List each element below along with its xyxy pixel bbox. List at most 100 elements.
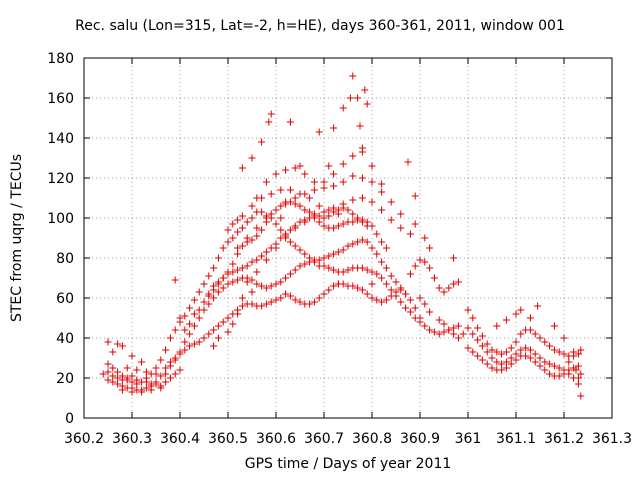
data-point <box>378 180 386 188</box>
data-point <box>349 240 357 248</box>
data-point <box>267 282 275 290</box>
x-tick-label: 361 <box>455 431 482 447</box>
data-point <box>363 222 371 230</box>
data-point <box>445 326 453 334</box>
data-point <box>397 298 405 306</box>
data-point <box>541 366 549 374</box>
data-point <box>315 294 323 302</box>
data-point <box>469 348 477 356</box>
data-point <box>330 124 338 132</box>
data-point <box>157 372 165 380</box>
data-point <box>464 324 472 332</box>
data-point <box>277 294 285 302</box>
x-tick-label: 360.9 <box>400 431 440 447</box>
data-point <box>162 370 170 378</box>
data-point <box>354 238 362 246</box>
data-point <box>534 302 542 310</box>
data-point <box>373 296 381 304</box>
data-point <box>483 360 491 368</box>
data-point <box>507 344 515 352</box>
data-point <box>296 190 304 198</box>
data-point <box>378 206 386 214</box>
data-point <box>291 266 299 274</box>
data-point <box>536 362 544 370</box>
data-point <box>262 248 270 256</box>
data-point <box>301 218 309 226</box>
data-point <box>157 384 165 392</box>
data-point <box>334 222 342 230</box>
data-point <box>550 346 558 354</box>
data-point <box>219 318 227 326</box>
data-point <box>229 320 237 328</box>
data-point <box>404 158 412 166</box>
data-point <box>238 164 246 172</box>
data-point <box>195 338 203 346</box>
data-point <box>109 348 117 356</box>
data-point <box>397 224 405 232</box>
data-point <box>325 206 333 214</box>
data-point <box>291 200 299 208</box>
data-point <box>224 314 232 322</box>
data-point <box>546 360 554 368</box>
y-tick-label: 120 <box>47 171 74 187</box>
data-point <box>488 364 496 372</box>
data-point <box>152 380 160 388</box>
data-point <box>344 266 352 274</box>
data-point <box>238 212 246 220</box>
data-point <box>248 154 256 162</box>
grid-lines <box>84 58 612 418</box>
data-point <box>474 324 482 332</box>
data-point <box>512 350 520 358</box>
data-point <box>454 322 462 330</box>
data-point <box>565 358 573 366</box>
data-point <box>104 368 112 376</box>
data-point <box>248 300 256 308</box>
data-point <box>306 258 314 266</box>
data-point <box>181 312 189 320</box>
data-point <box>555 364 563 372</box>
data-point <box>142 378 150 386</box>
data-point <box>502 358 510 366</box>
data-point <box>301 260 309 268</box>
data-point <box>296 262 304 270</box>
data-point <box>123 364 131 372</box>
data-point <box>229 234 237 242</box>
data-point <box>577 346 585 354</box>
data-point <box>320 262 328 270</box>
data-point <box>382 280 390 288</box>
data-point <box>397 210 405 218</box>
data-point <box>397 284 405 292</box>
y-tick-label: 100 <box>47 211 74 227</box>
data-point <box>440 288 448 296</box>
y-tick-label: 40 <box>56 331 74 347</box>
data-point <box>162 378 170 386</box>
data-point <box>402 304 410 312</box>
data-point <box>286 118 294 126</box>
data-point <box>426 326 434 334</box>
data-point <box>234 250 242 258</box>
data-point <box>502 364 510 372</box>
data-point <box>344 242 352 250</box>
data-point <box>243 234 251 242</box>
data-point <box>190 322 198 330</box>
data-point <box>488 346 496 354</box>
data-point <box>339 246 347 254</box>
data-point <box>118 376 126 384</box>
data-point <box>301 250 309 258</box>
data-point <box>138 388 146 396</box>
data-point <box>522 352 530 360</box>
data-point <box>363 100 371 108</box>
data-point <box>469 330 477 338</box>
data-point <box>310 298 318 306</box>
data-point <box>526 314 534 322</box>
data-point <box>411 192 419 200</box>
data-point <box>354 214 362 222</box>
data-point <box>536 334 544 342</box>
data-point <box>171 370 179 378</box>
data-point <box>498 360 506 368</box>
data-point <box>512 356 520 364</box>
data-point <box>368 162 376 170</box>
data-point <box>224 238 232 246</box>
data-point <box>286 270 294 278</box>
data-point <box>330 204 338 212</box>
